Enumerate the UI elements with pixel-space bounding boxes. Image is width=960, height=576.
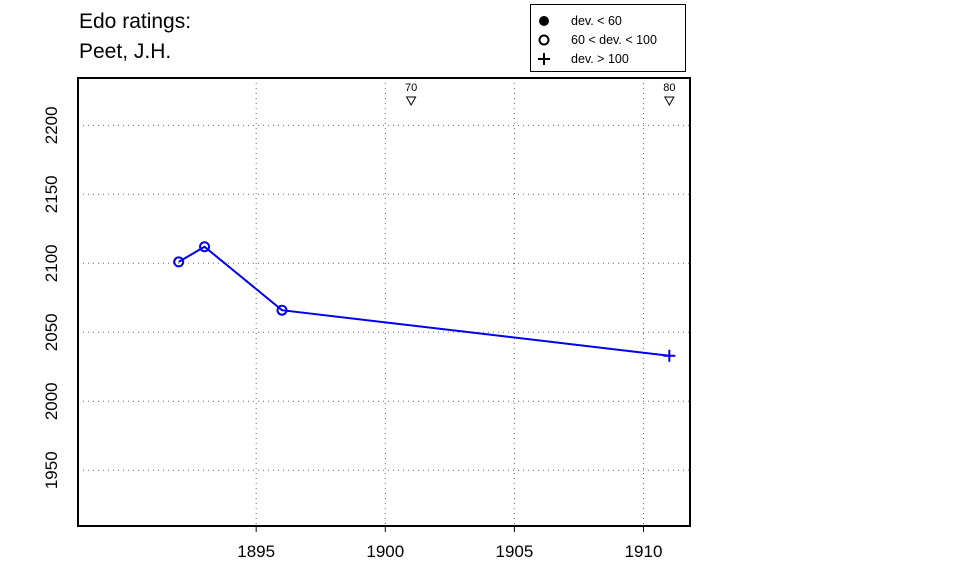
legend-label: 60 < dev. < 100 bbox=[571, 33, 657, 47]
data-point bbox=[199, 241, 211, 253]
y-tick-label: 2050 bbox=[42, 313, 61, 351]
legend-entry-low-dev: dev. < 60 bbox=[531, 11, 685, 31]
annotation-label: 80 bbox=[663, 82, 675, 94]
legend-entry-mid-dev: 60 < dev. < 100 bbox=[531, 30, 685, 50]
y-tick-label: 1950 bbox=[42, 451, 61, 489]
x-tick-label: 1910 bbox=[625, 542, 663, 561]
x-tick-label: 1895 bbox=[237, 542, 275, 561]
plus-icon bbox=[538, 53, 550, 65]
down-triangle-icon bbox=[405, 96, 417, 107]
chart-title-line2: Peet, J.H. bbox=[79, 40, 172, 63]
y-tick-label: 2000 bbox=[42, 382, 61, 420]
data-point bbox=[173, 256, 185, 268]
legend-label: dev. < 60 bbox=[571, 14, 622, 28]
y-tick-label: 2100 bbox=[42, 244, 61, 282]
legend: dev. < 60 60 < dev. < 100 dev. > 100 bbox=[530, 4, 686, 72]
data-point bbox=[276, 304, 288, 316]
y-tick-label: 2150 bbox=[42, 175, 61, 213]
chart-title-line1: Edo ratings: bbox=[79, 10, 192, 33]
rating-line bbox=[178, 245, 670, 357]
down-triangle-icon bbox=[663, 96, 675, 107]
data-point bbox=[663, 349, 676, 362]
y-tick-label: 2200 bbox=[42, 106, 61, 144]
plot-frame bbox=[77, 77, 691, 527]
legend-entry-high-dev: dev. > 100 bbox=[531, 49, 685, 69]
open-circle-icon bbox=[538, 34, 550, 46]
x-tick-label: 1900 bbox=[366, 542, 404, 561]
legend-label: dev. > 100 bbox=[571, 52, 629, 66]
x-tick-label: 1905 bbox=[495, 542, 533, 561]
annotation-label: 70 bbox=[405, 82, 417, 94]
filled-circle-icon bbox=[539, 16, 549, 26]
